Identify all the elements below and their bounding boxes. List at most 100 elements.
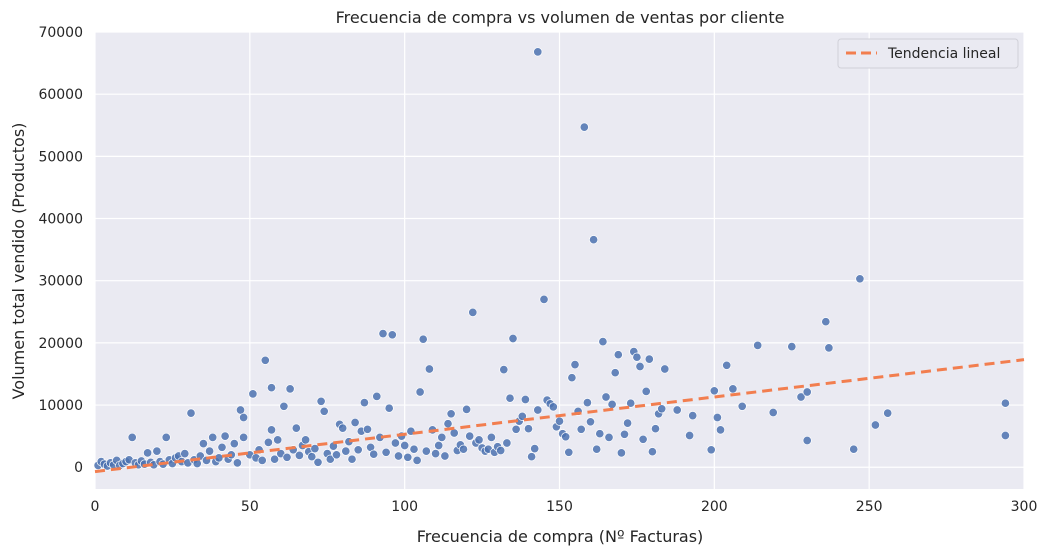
data-point (239, 412, 249, 423)
data-point (384, 403, 394, 413)
data-point (582, 398, 592, 408)
data-point (499, 365, 509, 375)
data-point (387, 330, 397, 340)
y-tick-labels: 0 10000 20000 30000 40000 50000 60000 70000 (38, 25, 83, 476)
data-point (619, 429, 630, 439)
data-point (554, 416, 565, 426)
data-point (381, 447, 391, 457)
x-tick-label: 0 (91, 499, 100, 515)
data-point (403, 452, 413, 462)
data-point (310, 444, 320, 454)
x-tick-label: 200 (701, 499, 728, 515)
data-point (623, 418, 633, 428)
data-point (638, 434, 648, 444)
data-point (635, 361, 645, 372)
data-point (161, 432, 171, 442)
data-point (474, 435, 484, 445)
data-point (458, 444, 469, 454)
grid-lines (94, 31, 1025, 489)
data-point (533, 47, 543, 57)
data-point (660, 364, 670, 374)
data-point (350, 417, 360, 428)
data-point (632, 352, 642, 362)
data-point (883, 408, 893, 418)
data-point (232, 458, 242, 468)
y-tick-label: 20000 (38, 336, 83, 352)
data-point (266, 425, 277, 435)
data-point (390, 438, 400, 448)
data-point (715, 425, 726, 435)
data-point (291, 423, 301, 433)
data-point (421, 446, 431, 456)
data-point (685, 430, 695, 441)
data-point (462, 404, 472, 414)
data-point (313, 457, 323, 467)
data-point (217, 442, 227, 452)
legend-trend-label: Tendencia lineal (887, 46, 1000, 62)
data-point (641, 386, 651, 396)
data-point (570, 360, 580, 370)
data-point (530, 444, 540, 454)
data-point (496, 445, 506, 456)
data-point (270, 454, 280, 464)
y-tick-label: 40000 (38, 212, 83, 228)
data-point (576, 424, 586, 434)
x-axis-label: Frecuencia de compra (Nº Facturas) (417, 527, 704, 546)
data-point (821, 317, 831, 327)
data-point (248, 389, 258, 399)
data-point (1000, 430, 1010, 441)
data-point (706, 445, 716, 455)
data-point (260, 355, 270, 365)
data-point (362, 424, 373, 434)
legend: Tendencia lineal (837, 38, 1019, 69)
data-point (319, 406, 329, 416)
y-axis-label: Volumen total vendido (Productos) (9, 123, 28, 400)
data-point (722, 360, 732, 370)
data-point (347, 454, 357, 464)
data-point (598, 337, 608, 347)
data-point (849, 444, 859, 454)
data-point (486, 432, 496, 442)
data-point (753, 340, 763, 350)
data-point (604, 432, 614, 442)
trend-line (94, 358, 1025, 474)
data-point (802, 387, 812, 397)
y-tick-label: 50000 (38, 149, 83, 165)
data-point (567, 373, 577, 383)
y-tick-label: 30000 (38, 274, 83, 290)
data-point (359, 398, 369, 408)
data-point (285, 384, 295, 394)
data-point (728, 384, 738, 394)
data-point (446, 409, 456, 419)
data-point (205, 446, 215, 456)
data-point (505, 393, 515, 403)
data-point (338, 423, 348, 433)
data-point (527, 452, 537, 462)
data-point (418, 334, 428, 344)
data-point (601, 392, 611, 402)
data-point (239, 432, 249, 442)
data-point (400, 440, 410, 451)
data-point (672, 405, 682, 415)
legend-box (837, 38, 1019, 69)
data-point (610, 368, 620, 378)
data-point (220, 431, 230, 441)
data-point (657, 404, 667, 414)
data-point (520, 394, 530, 405)
data-point (579, 122, 589, 132)
data-point (595, 429, 605, 439)
data-point (1000, 398, 1010, 408)
data-point (294, 450, 304, 460)
data-point (415, 387, 425, 397)
data-point (279, 401, 289, 411)
data-point (331, 450, 342, 460)
data-point (266, 383, 277, 393)
data-point (424, 364, 434, 374)
x-tick-label: 300 (1011, 499, 1038, 515)
data-point (229, 439, 239, 449)
data-point (257, 455, 267, 465)
data-point (235, 405, 246, 415)
data-point (564, 447, 574, 457)
data-point (282, 452, 292, 462)
